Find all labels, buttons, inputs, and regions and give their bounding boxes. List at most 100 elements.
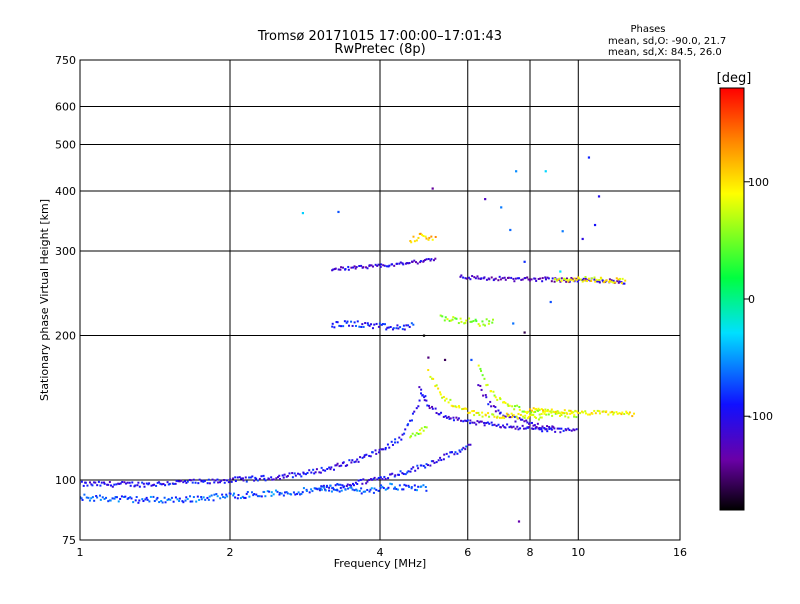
- data-point: [404, 473, 407, 476]
- data-point: [302, 471, 305, 474]
- data-point: [587, 277, 590, 280]
- data-point: [398, 473, 401, 476]
- data-point: [410, 419, 413, 422]
- data-point: [515, 170, 518, 173]
- data-point: [338, 324, 341, 327]
- data-point: [270, 494, 273, 497]
- data-point: [113, 497, 116, 500]
- data-point: [328, 466, 331, 469]
- data-point: [379, 487, 382, 490]
- data-point: [434, 235, 437, 238]
- data-point: [469, 419, 472, 422]
- data-point: [455, 317, 458, 320]
- data-point: [490, 390, 493, 393]
- data-point: [521, 418, 524, 421]
- data-point: [399, 326, 402, 329]
- data-point: [422, 464, 425, 467]
- data-point: [502, 415, 505, 418]
- data-point: [465, 319, 468, 322]
- data-point: [282, 494, 285, 497]
- data-point: [538, 413, 541, 416]
- data-point: [351, 488, 354, 491]
- data-point: [469, 422, 472, 425]
- data-point: [535, 425, 538, 428]
- data-point: [513, 280, 516, 283]
- data-point: [476, 275, 479, 278]
- data-point: [335, 464, 338, 467]
- data-point: [398, 262, 401, 265]
- data-point: [603, 280, 606, 283]
- data-point: [433, 461, 436, 464]
- data-point: [608, 278, 611, 281]
- data-point: [196, 495, 199, 498]
- data-point: [126, 481, 129, 484]
- data-point: [532, 407, 535, 410]
- data-point: [358, 325, 361, 328]
- data-point: [539, 416, 542, 419]
- data-point: [341, 484, 344, 487]
- data-point: [477, 323, 480, 326]
- data-point: [82, 484, 85, 487]
- data-point: [334, 267, 337, 270]
- data-point: [188, 478, 191, 481]
- data-point: [498, 416, 501, 419]
- data-point: [285, 475, 288, 478]
- data-point: [274, 489, 277, 492]
- data-point: [389, 482, 392, 485]
- data-point: [360, 264, 363, 267]
- data-point: [354, 481, 357, 484]
- data-point: [530, 278, 533, 281]
- data-point: [425, 258, 428, 261]
- data-point: [537, 409, 540, 412]
- data-point: [528, 279, 531, 282]
- data-point: [361, 482, 364, 485]
- data-point: [336, 489, 339, 492]
- data-point: [234, 476, 237, 479]
- data-point: [408, 325, 411, 328]
- data-point: [488, 415, 491, 418]
- data-point: [240, 477, 243, 480]
- data-point: [526, 411, 529, 414]
- data-point: [396, 488, 399, 491]
- data-point: [336, 462, 339, 465]
- data-point: [111, 497, 114, 500]
- data-point: [584, 412, 587, 415]
- data-point: [405, 484, 408, 487]
- data-point: [110, 484, 113, 487]
- data-point: [353, 265, 356, 268]
- data-point: [465, 277, 468, 280]
- data-point: [440, 411, 443, 414]
- data-point: [417, 485, 420, 488]
- data-point: [437, 387, 440, 390]
- data-point: [484, 414, 487, 417]
- data-point: [464, 448, 467, 451]
- data-point: [533, 277, 536, 280]
- data-point: [527, 415, 530, 418]
- data-point: [348, 483, 351, 486]
- data-point: [596, 280, 599, 283]
- colorbar-label: [deg]: [717, 71, 752, 86]
- data-point: [420, 464, 423, 467]
- data-point: [492, 390, 495, 393]
- data-point: [593, 223, 597, 227]
- data-point: [280, 492, 283, 495]
- data-point: [407, 470, 410, 473]
- data-point: [507, 276, 510, 279]
- y-tick-label: 750: [55, 54, 76, 67]
- data-point: [318, 471, 321, 474]
- data-point: [434, 407, 437, 410]
- data-point: [452, 419, 455, 422]
- data-point: [546, 410, 549, 413]
- data-point: [225, 479, 228, 482]
- data-point: [150, 484, 153, 487]
- data-point: [593, 278, 596, 281]
- data-point: [334, 464, 337, 467]
- data-point: [538, 427, 541, 430]
- data-point: [156, 481, 159, 484]
- data-point: [127, 497, 130, 500]
- data-point: [347, 487, 350, 490]
- data-point: [518, 406, 521, 409]
- data-point: [242, 479, 245, 482]
- data-point: [377, 489, 380, 492]
- data-point: [430, 258, 433, 261]
